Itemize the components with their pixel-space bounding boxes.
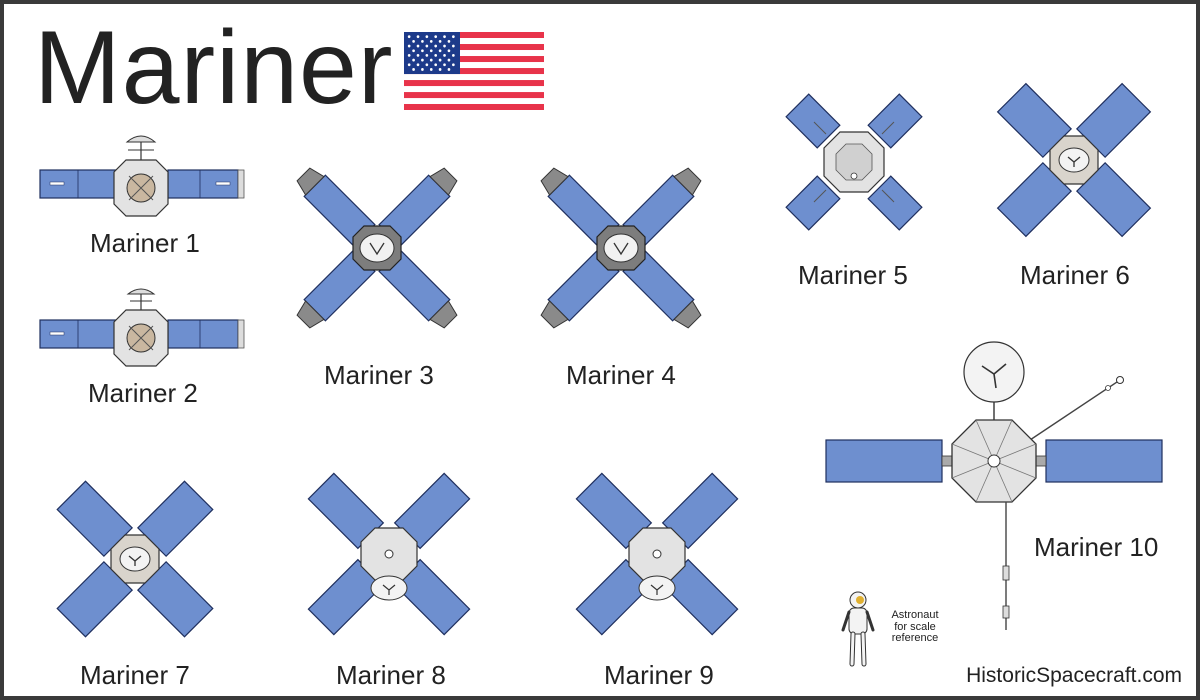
united-states-flag-icon (404, 32, 544, 110)
mariner-7-spacecraft (56, 480, 214, 638)
mariner-6-spacecraft (996, 82, 1152, 238)
astronaut-icon (841, 591, 875, 667)
mariner-9-label: Mariner 9 (604, 660, 714, 690)
mariner-2-spacecraft (39, 288, 245, 367)
mariner-10-label: Mariner 10 (1034, 532, 1159, 562)
mariner-9-spacecraft (575, 472, 739, 636)
mariner-10-spacecraft (825, 341, 1163, 630)
mariner-7-label: Mariner 7 (80, 660, 190, 690)
mariner-4-label: Mariner 4 (566, 360, 676, 390)
astronaut-label-line-2: for scale (894, 620, 936, 633)
astronaut-label-line-1: Astronaut (891, 609, 939, 621)
astronaut-label: Astronaut for scale reference (880, 609, 950, 645)
mariner-3-spacecraft (296, 167, 458, 329)
astronaut-label-line-3: reference (891, 632, 939, 645)
mariner-8-label: Mariner 8 (336, 660, 446, 690)
mariner-1-label: Mariner 1 (90, 228, 200, 258)
mariner-8-spacecraft (307, 472, 471, 636)
mariner-3-label: Mariner 3 (324, 360, 434, 390)
mariner-5-spacecraft (785, 93, 923, 231)
page-title: Mariner (34, 10, 394, 126)
mariner-1-spacecraft (39, 135, 245, 217)
mariner-5-label: Mariner 5 (798, 260, 908, 290)
mariner-2-label: Mariner 2 (88, 378, 198, 408)
mariner-6-label: Mariner 6 (1020, 260, 1130, 290)
credit-text: HistoricSpacecraft.com (966, 664, 1182, 687)
mariner-4-spacecraft (540, 167, 702, 329)
